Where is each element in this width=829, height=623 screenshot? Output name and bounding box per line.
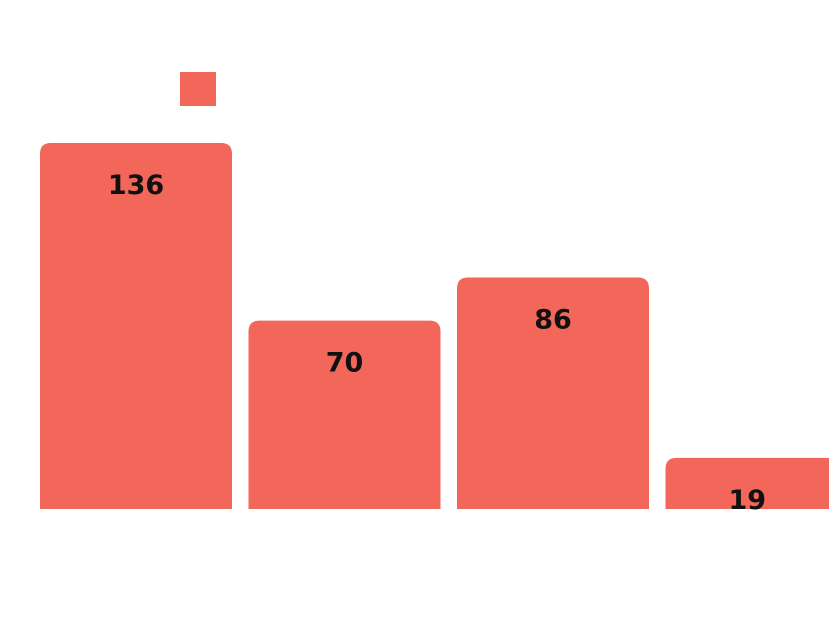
- bar-3: [457, 277, 649, 509]
- bar-value-label-1: 136: [108, 170, 164, 201]
- bar-value-label-2: 70: [326, 348, 364, 379]
- legend-swatch: [180, 72, 216, 106]
- bar-value-label-4: 19: [728, 485, 766, 516]
- data-labels-group: 136 70 86 19: [108, 170, 766, 516]
- bar-2: [248, 320, 441, 509]
- bar-1: [40, 143, 232, 509]
- bar-value-label-3: 86: [534, 305, 572, 336]
- bar-4: [665, 457, 829, 509]
- bars-group: [40, 143, 829, 509]
